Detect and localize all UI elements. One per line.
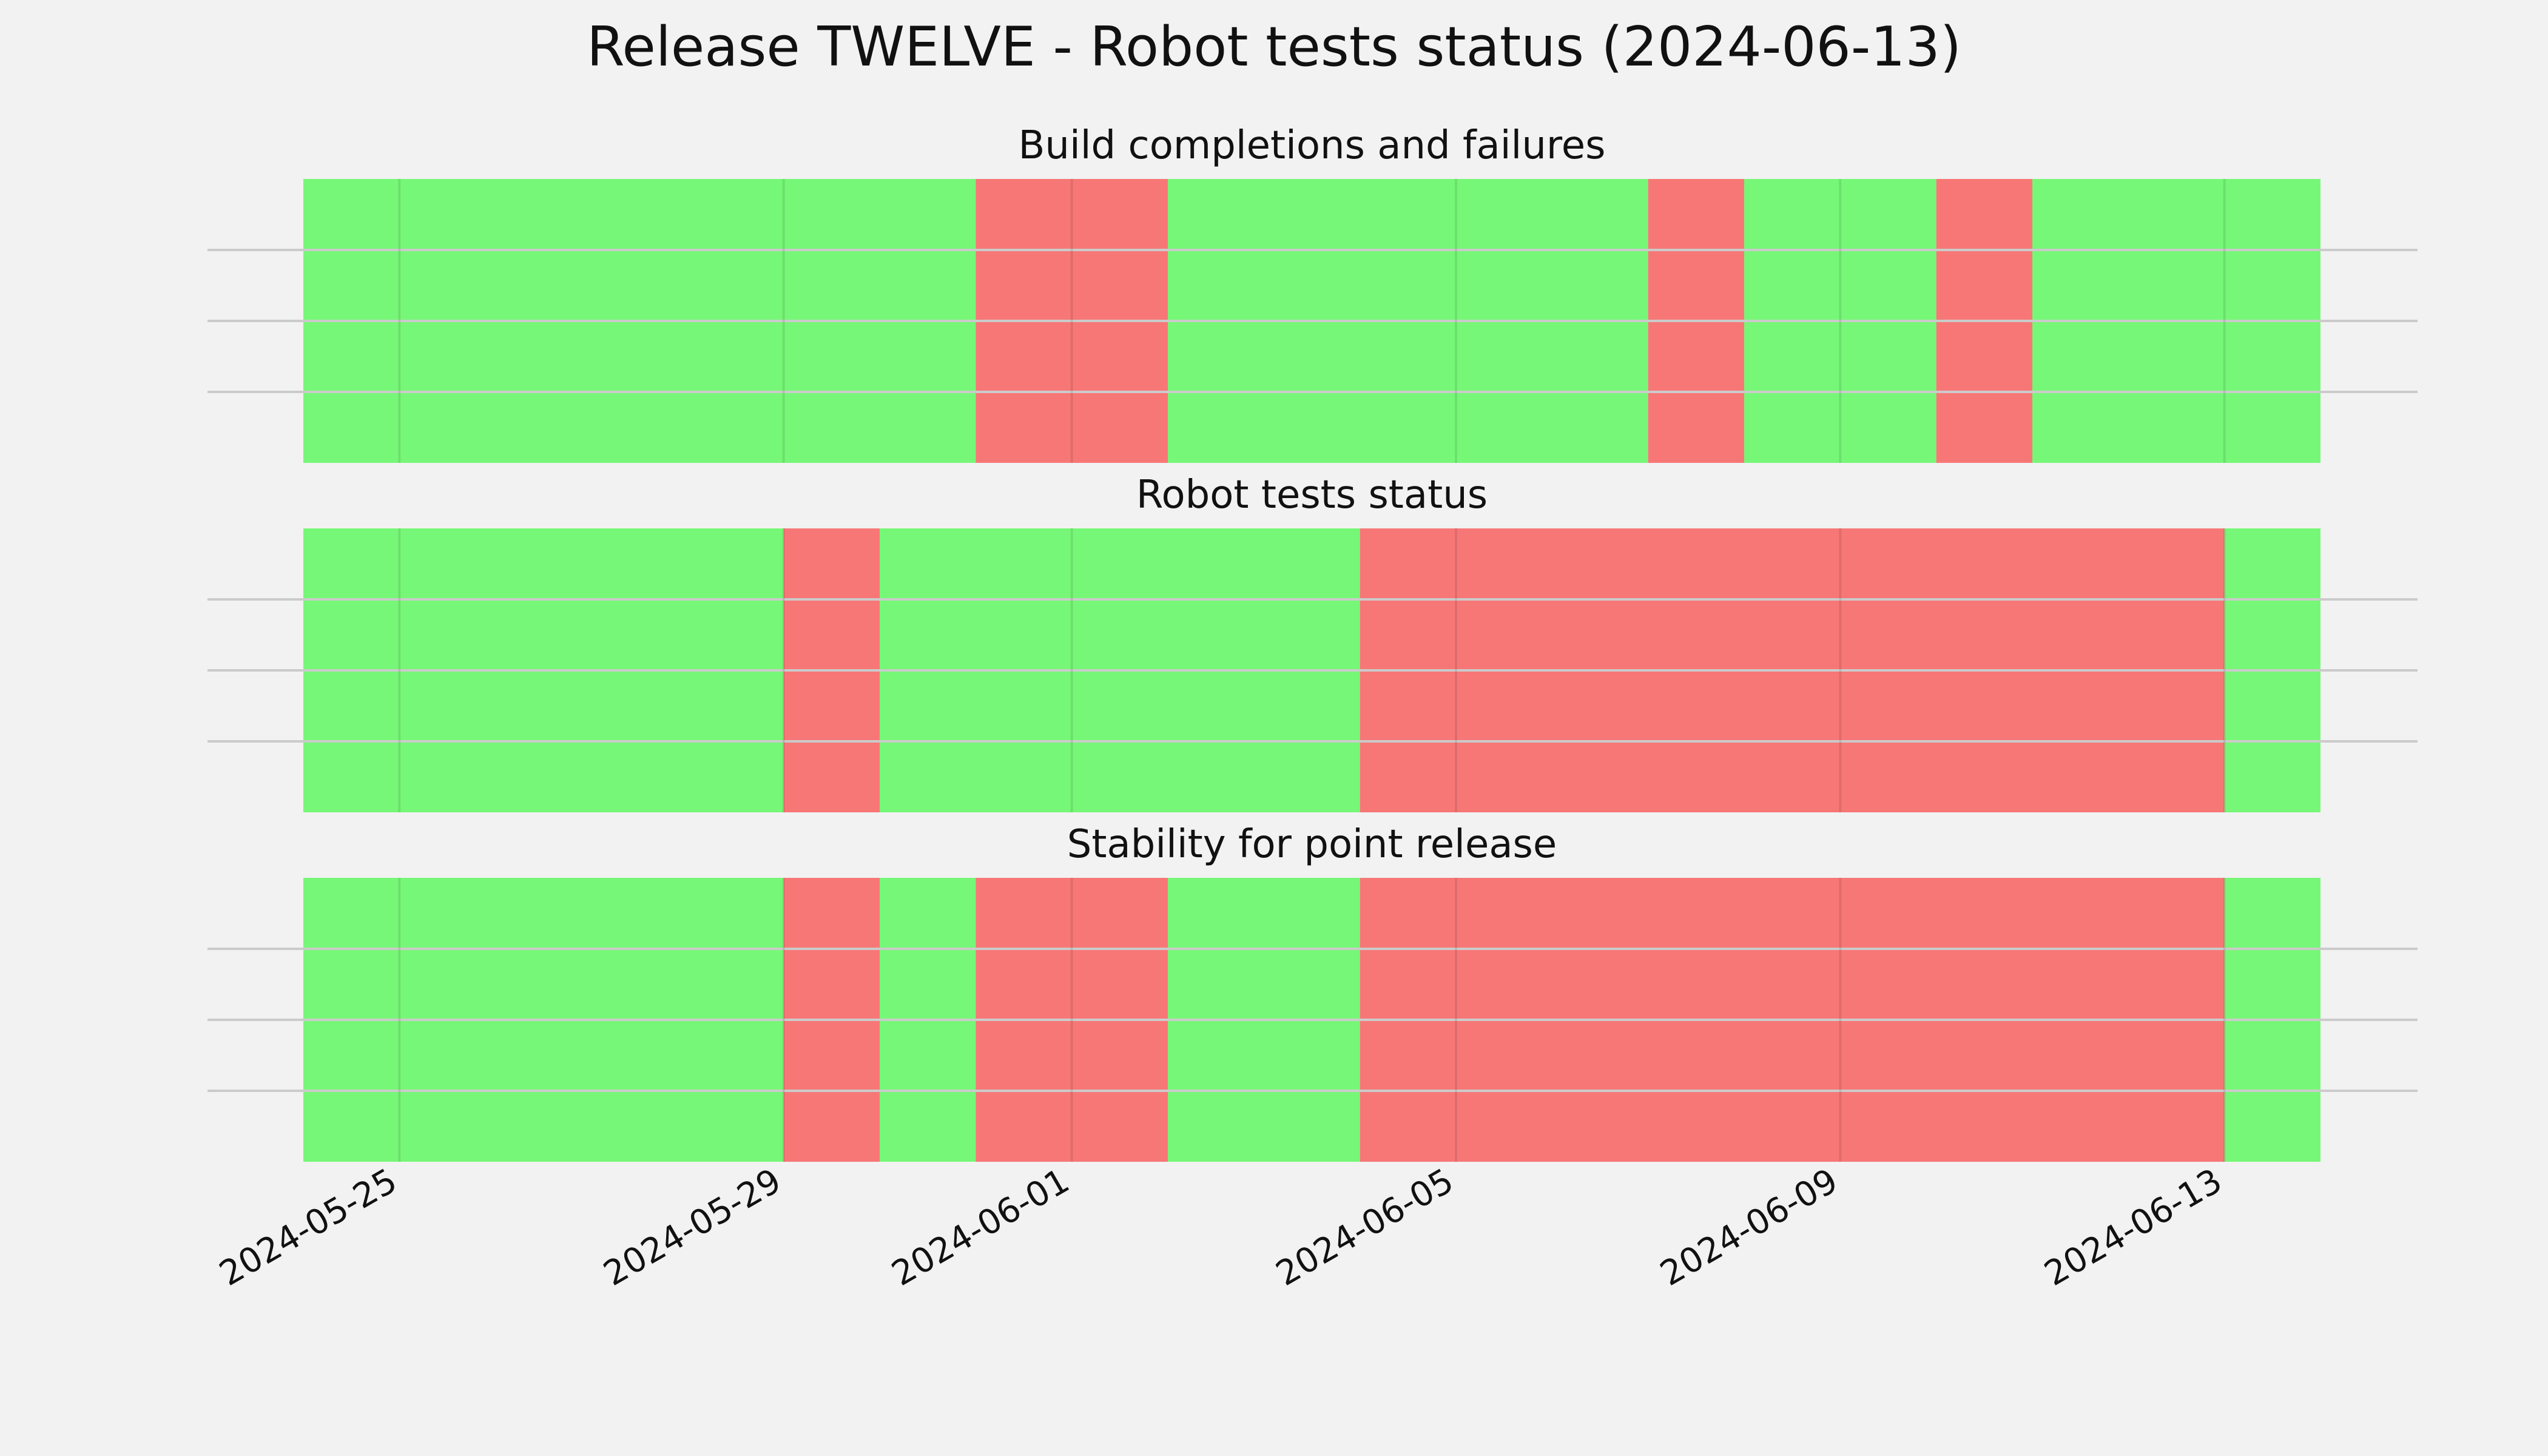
figure-title: Release TWELVE - Robot tests status (202… xyxy=(587,15,1961,79)
panel-1: Build completions and failures xyxy=(207,123,2418,463)
timeline-panels: Build completions and failures Robot test… xyxy=(207,123,2418,1162)
panel-title: Build completions and failures xyxy=(1019,123,1606,168)
panel-title: Stability for point release xyxy=(1067,822,1557,867)
panel-title: Robot tests status xyxy=(1136,473,1488,517)
panel-2: Robot tests status xyxy=(207,473,2418,812)
panel-3: Stability for point release xyxy=(207,822,2418,1162)
